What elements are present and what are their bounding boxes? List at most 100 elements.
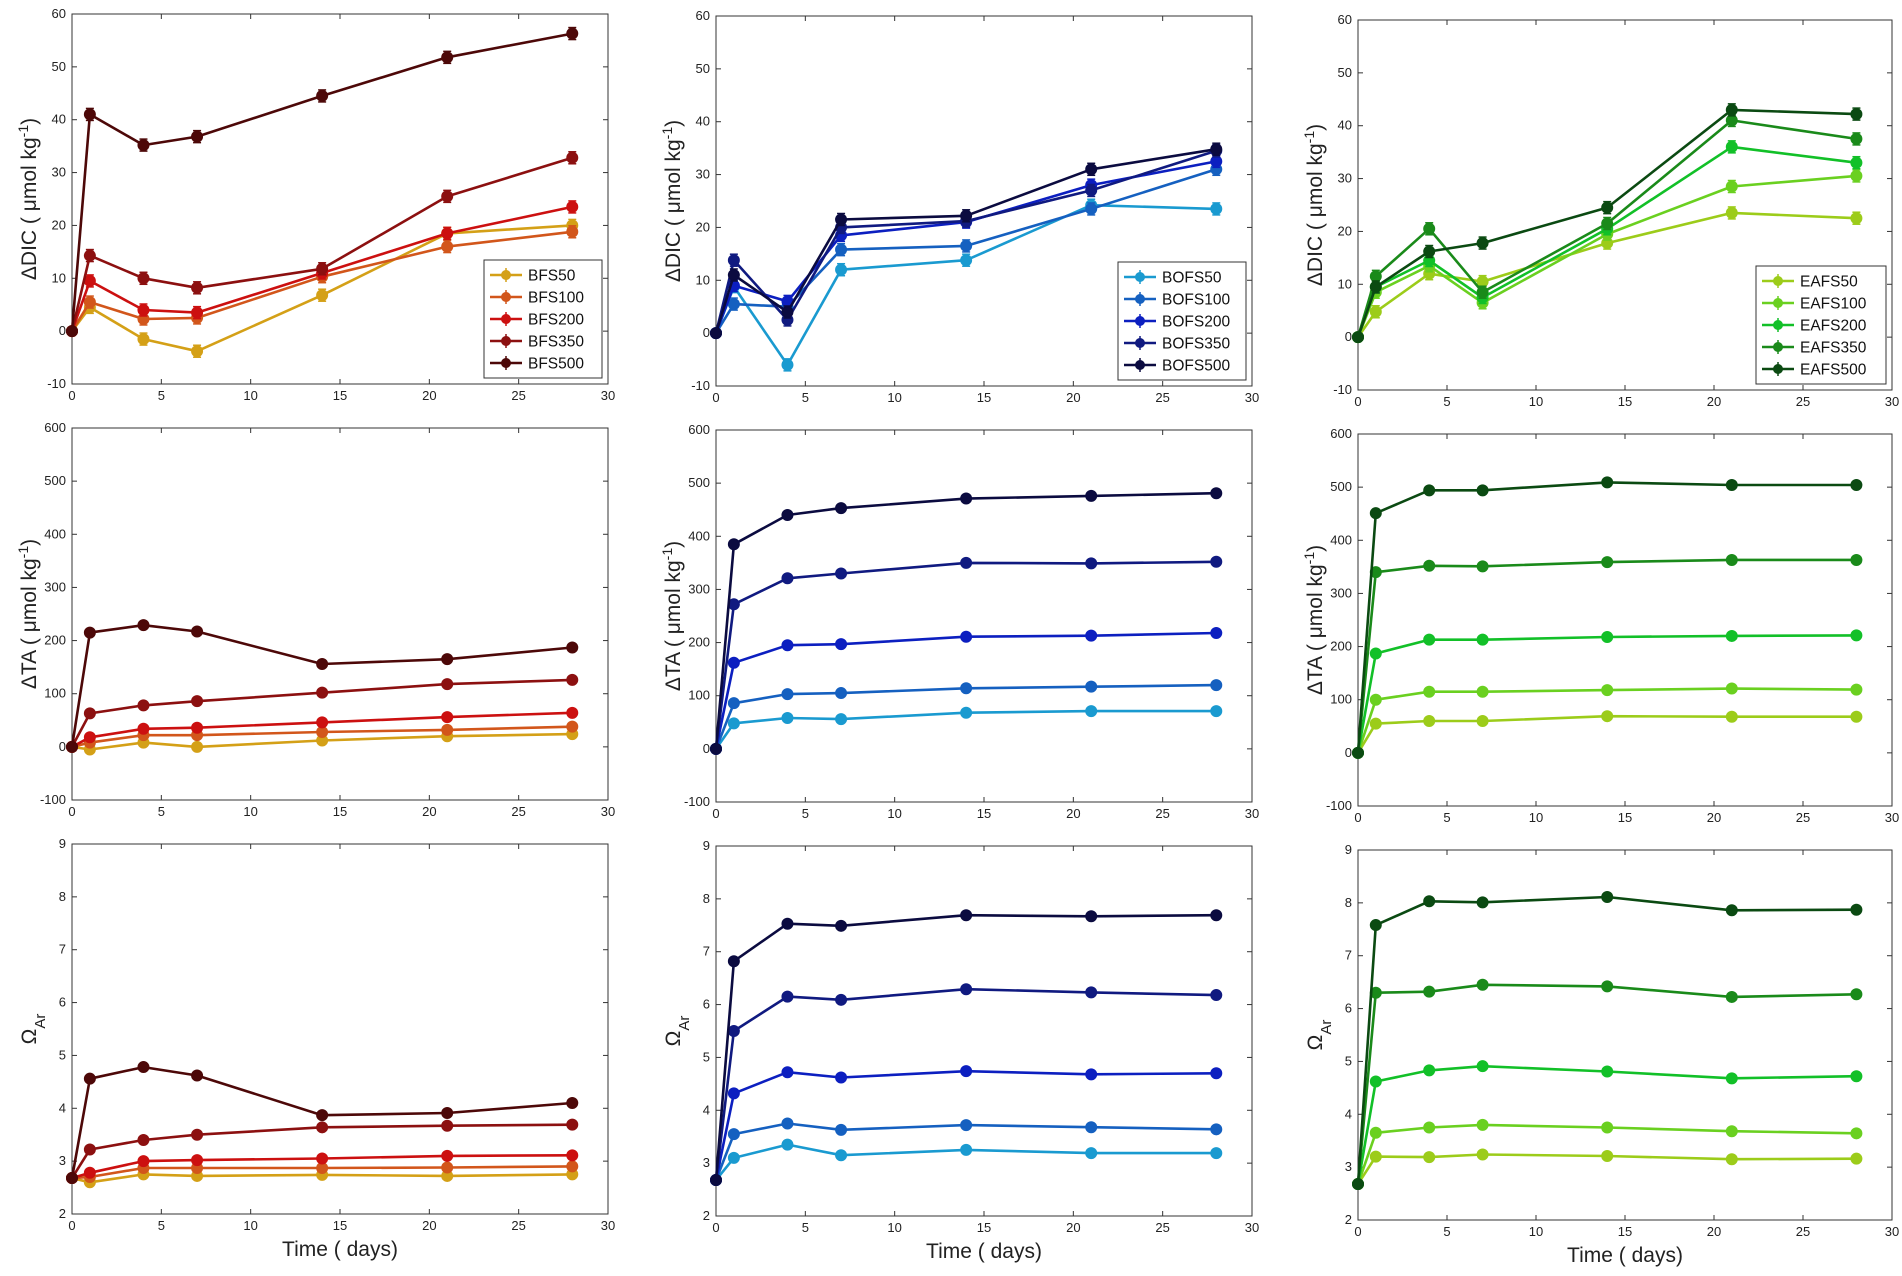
x-tick-label: 30 — [601, 388, 615, 403]
data-point — [1476, 896, 1489, 909]
legend-label: EAFS500 — [1800, 362, 1867, 379]
data-point — [727, 1025, 740, 1037]
data-point — [781, 1117, 794, 1130]
x-tick-label: 20 — [1707, 1224, 1721, 1239]
data-point — [1850, 479, 1863, 492]
data-point — [1210, 909, 1223, 922]
x-tick-label: 0 — [68, 388, 75, 403]
y-axis-label: ΔDIC ( μmol kg-1) — [1301, 124, 1327, 286]
data-point — [191, 345, 204, 358]
y-tick-label: 0 — [59, 323, 66, 338]
data-point — [727, 1128, 740, 1141]
y-tick-label: 8 — [703, 891, 710, 906]
x-tick-label: 25 — [1796, 1224, 1810, 1239]
x-tick-label: 20 — [1707, 810, 1721, 825]
x-tick-label: 30 — [1245, 806, 1259, 821]
y-tick-label: 5 — [59, 1047, 66, 1062]
data-point — [781, 509, 794, 522]
x-tick-label: 5 — [158, 388, 165, 403]
data-point — [1085, 489, 1098, 502]
y-tick-label: 0 — [1345, 329, 1352, 344]
data-point — [137, 722, 150, 735]
data-point — [1601, 1121, 1614, 1134]
y-axis-label: ΩAr — [1304, 1020, 1335, 1051]
x-tick-label: 25 — [1155, 806, 1169, 821]
data-point — [137, 1134, 150, 1146]
data-point — [1423, 222, 1436, 235]
data-point — [1085, 1121, 1098, 1134]
data-point — [1850, 108, 1863, 121]
y-tick-label: 100 — [1330, 692, 1352, 707]
data-point — [566, 1097, 579, 1109]
legend-marker — [501, 292, 511, 302]
y-tick-label: 600 — [688, 422, 710, 437]
y-tick-label: 50 — [696, 61, 710, 76]
data-point — [191, 306, 204, 319]
x-tick-label: 25 — [1155, 390, 1169, 405]
x-tick-label: 25 — [1155, 1220, 1169, 1235]
data-point — [1369, 919, 1382, 932]
legend-label: BOFS350 — [1162, 336, 1230, 353]
y-tick-label: 600 — [44, 420, 66, 435]
data-point — [83, 626, 96, 639]
series-BFS350 — [66, 673, 579, 753]
y-tick-label: -100 — [40, 792, 66, 807]
data-point — [441, 227, 454, 240]
series-line — [1356, 895, 1857, 1185]
x-tick-label: 0 — [68, 804, 75, 819]
data-point — [83, 108, 96, 121]
data-point — [1085, 910, 1098, 923]
data-point — [83, 296, 96, 309]
data-point — [1850, 710, 1863, 723]
data-point — [1476, 685, 1489, 698]
y-tick-label: 20 — [52, 217, 66, 232]
data-point — [960, 1143, 973, 1156]
legend-label: BFS200 — [528, 312, 584, 329]
data-point — [1085, 986, 1098, 999]
data-point — [781, 358, 794, 371]
y-tick-label: 400 — [688, 528, 710, 543]
data-point — [727, 269, 740, 281]
data-point — [1085, 629, 1098, 642]
legend-marker — [501, 270, 511, 280]
data-point — [1725, 553, 1738, 566]
data-point — [83, 1166, 96, 1179]
data-point — [1601, 710, 1614, 723]
data-point — [1210, 1067, 1223, 1080]
y-tick-label: 600 — [1330, 426, 1352, 441]
data-point — [566, 673, 579, 686]
legend: BOFS50 BOFS100 BOFS200 BOFS350 BOFS500 — [1117, 261, 1247, 381]
data-point — [1476, 978, 1489, 991]
y-tick-label: -100 — [1326, 798, 1352, 813]
axes-frame — [715, 429, 1253, 803]
data-point — [441, 711, 454, 724]
legend-label: EAFS200 — [1800, 318, 1867, 335]
x-tick-label: 30 — [1885, 810, 1899, 825]
y-tick-label: 2 — [703, 1208, 710, 1223]
data-point — [1210, 487, 1223, 500]
y-tick-label: 9 — [1345, 842, 1352, 857]
data-point — [137, 304, 150, 316]
y-tick-label: 4 — [59, 1100, 66, 1115]
y-tick-label: 3 — [703, 1155, 710, 1170]
data-point — [1085, 202, 1098, 215]
data-point — [1423, 1121, 1436, 1134]
data-point — [1601, 980, 1614, 993]
data-point — [960, 239, 973, 252]
data-point — [1725, 479, 1738, 492]
y-tick-label: 5 — [703, 1049, 710, 1064]
data-point — [727, 717, 740, 730]
data-point — [441, 1161, 454, 1174]
data-point — [727, 955, 740, 968]
data-point — [66, 740, 78, 753]
series-BFS500 — [66, 1061, 579, 1185]
data-point — [835, 687, 848, 700]
y-axis-label: ΔTA ( μmol kg-1) — [659, 541, 685, 691]
y-tick-label: -10 — [1333, 382, 1352, 397]
series-EAFS500 — [1352, 891, 1863, 1191]
data-point — [1085, 184, 1098, 197]
data-point — [316, 1152, 329, 1165]
data-point — [83, 249, 96, 262]
